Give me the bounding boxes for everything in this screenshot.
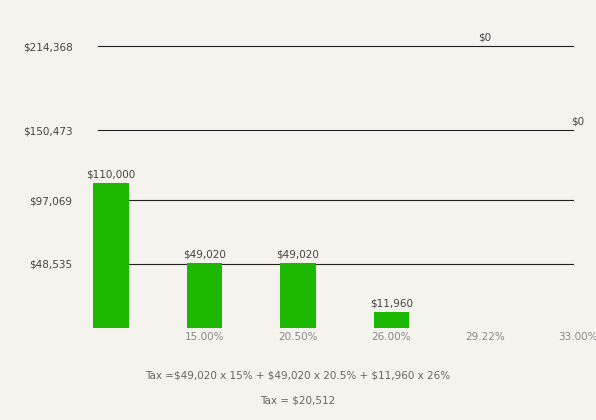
Bar <box>374 312 409 328</box>
Text: $11,960: $11,960 <box>370 299 413 309</box>
Text: $49,020: $49,020 <box>277 250 319 260</box>
Text: $110,000: $110,000 <box>86 170 136 180</box>
Text: $0: $0 <box>478 33 491 43</box>
Bar <box>280 263 316 328</box>
Text: $0: $0 <box>572 117 585 127</box>
Text: Tax = $20,512: Tax = $20,512 <box>260 395 336 405</box>
Bar <box>93 183 129 328</box>
Text: Tax =$49,020 x 15% + $49,020 x 20.5% + $11,960 x 26%: Tax =$49,020 x 15% + $49,020 x 20.5% + $… <box>145 370 451 380</box>
Text: $49,020: $49,020 <box>183 250 226 260</box>
Bar <box>187 263 222 328</box>
